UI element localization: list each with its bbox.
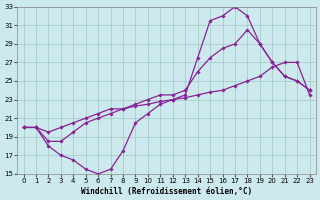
X-axis label: Windchill (Refroidissement éolien,°C): Windchill (Refroidissement éolien,°C) [81, 187, 252, 196]
